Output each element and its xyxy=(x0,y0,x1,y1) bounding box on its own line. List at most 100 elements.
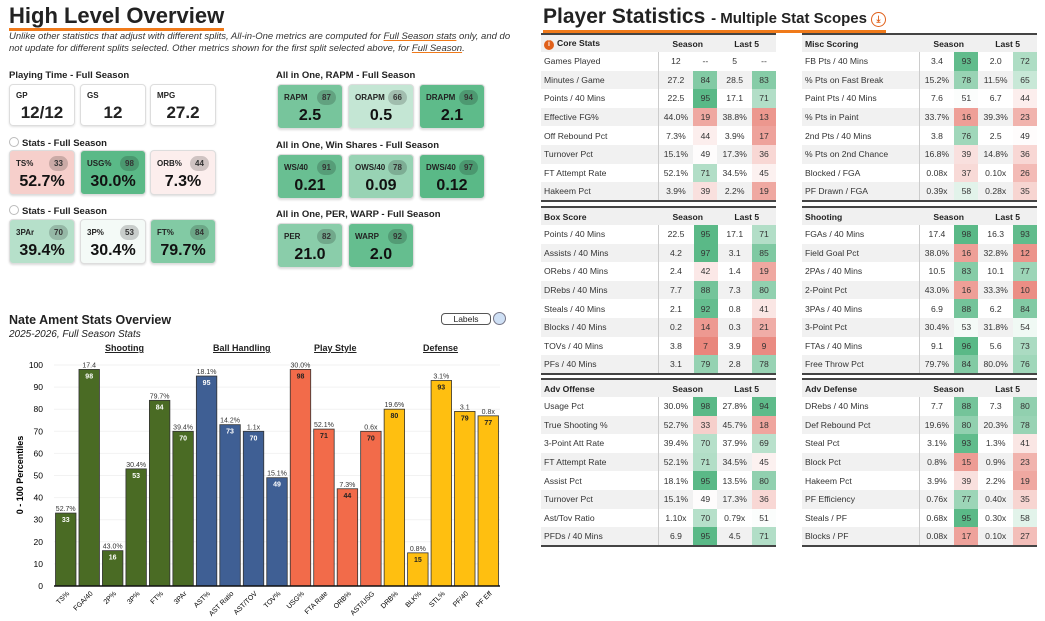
bar[interactable] xyxy=(219,424,241,587)
stat-name: % Pts on Fast Break xyxy=(802,70,920,90)
last5-percentile: 78 xyxy=(752,355,776,374)
col-last5[interactable]: Last 5 xyxy=(978,379,1037,397)
group-defense[interactable]: Defense xyxy=(423,343,459,353)
bar[interactable] xyxy=(195,375,218,587)
stat-group-label: All in One, RAPM - Full Season xyxy=(276,70,415,81)
stat-name: Games Played xyxy=(541,52,659,71)
stat-name: Blocks / 40 Mins xyxy=(541,317,659,337)
radio-button[interactable] xyxy=(9,205,19,215)
bar[interactable] xyxy=(125,468,147,587)
season-value: 2.1 xyxy=(670,303,682,314)
info-icon[interactable]: i xyxy=(544,39,554,50)
last5-value: 27.8% xyxy=(722,401,747,412)
last5-value: 11.5% xyxy=(978,70,1013,90)
last5-percentile: 23 xyxy=(1013,452,1037,472)
stat-card: DWS/40 97 0.12 xyxy=(419,154,485,199)
season-percentile: 16 xyxy=(954,243,979,263)
table-row: FGAs / 40 Mins 17.4 98 16.3 93 xyxy=(802,225,1037,244)
last5-percentile: 41 xyxy=(1013,434,1037,453)
last5-percentile: 71 xyxy=(752,89,776,108)
table-row: Steals / PF 0.68x 95 0.30x 58 xyxy=(802,508,1037,528)
bar[interactable] xyxy=(289,369,312,587)
season-value: 2.4 xyxy=(670,266,682,277)
stat-name: FT Attempt Rate xyxy=(541,163,659,183)
stat-group-label[interactable]: Stats - Full Season xyxy=(9,137,107,149)
table-row: 3-Point Pct 30.4% 53 31.8% 54 xyxy=(802,317,1037,337)
season-value: 52.7% xyxy=(658,415,694,435)
stat-name: TOVs / 40 Mins xyxy=(541,336,659,356)
bar[interactable] xyxy=(360,430,382,587)
card-label: GS xyxy=(87,91,99,100)
table-row: Points / 40 Mins 22.5 95 17.1 71 xyxy=(541,89,776,108)
note-link-full-season[interactable]: Full Season xyxy=(411,43,463,54)
col-last5[interactable]: Last 5 xyxy=(717,34,776,52)
season-percentile: 88 xyxy=(693,280,718,300)
bar[interactable] xyxy=(454,411,476,587)
table-row: Points / 40 Mins 22.5 95 17.1 71 xyxy=(541,225,776,244)
stat-name: Hakeem Pct xyxy=(541,182,659,201)
col-season[interactable]: Season xyxy=(919,379,979,397)
y-tick-label: 40 xyxy=(34,493,44,503)
bar-percentile-label: 84 xyxy=(156,404,164,411)
percentile-badge: 44 xyxy=(190,156,209,171)
bar[interactable] xyxy=(172,430,194,587)
radio-button[interactable] xyxy=(9,137,19,147)
group-ball-handling[interactable]: Ball Handling xyxy=(213,343,271,353)
season-percentile: 92 xyxy=(693,299,718,318)
last5-value: 28.5 xyxy=(717,70,752,90)
stat-card: OWS/40 78 0.09 xyxy=(348,154,414,199)
last5-value: 14.8% xyxy=(978,144,1013,164)
labels-button[interactable]: Labels xyxy=(441,313,491,325)
stat-group-label[interactable]: Stats - Full Season xyxy=(9,205,107,217)
bar[interactable] xyxy=(336,488,359,587)
col-last5[interactable]: Last 5 xyxy=(978,207,1037,225)
group-shooting[interactable]: Shooting xyxy=(105,343,144,353)
percentile-badge: 33 xyxy=(49,156,68,171)
last5-value: 0.30x xyxy=(985,512,1007,523)
group-play-style[interactable]: Play Style xyxy=(314,343,357,353)
col-season[interactable]: Season xyxy=(919,34,979,52)
stat-name: Assists / 40 Mins xyxy=(541,243,659,263)
season-value: 15.1% xyxy=(658,144,694,164)
label-text: All in One, RAPM - Full Season xyxy=(276,70,416,81)
bar[interactable] xyxy=(266,477,288,587)
bar[interactable] xyxy=(383,408,406,587)
col-season[interactable]: Season xyxy=(658,34,718,52)
season-value: 0.2 xyxy=(658,317,694,337)
note-link-full-season-stats[interactable]: Full Season stats xyxy=(383,31,457,42)
bar-percentile-label: 73 xyxy=(226,429,234,436)
col-last5[interactable]: Last 5 xyxy=(717,379,776,397)
col-last5[interactable]: Last 5 xyxy=(717,207,776,225)
stat-name: Points / 40 Mins xyxy=(541,225,659,244)
bar[interactable] xyxy=(242,430,265,587)
season-value: 19.6% xyxy=(919,415,955,435)
card-value: 52.7% xyxy=(19,173,65,190)
season-value: 22.5 xyxy=(667,93,685,104)
last5-value: 7.3 xyxy=(717,280,752,300)
download-icon[interactable]: ⤓ xyxy=(870,12,886,27)
col-season[interactable]: Season xyxy=(658,379,718,397)
bar[interactable] xyxy=(78,369,100,587)
stat-name: PF Efficiency xyxy=(802,489,920,509)
col-season[interactable]: Season xyxy=(658,207,718,225)
x-tick-label: ORB% xyxy=(333,590,353,610)
labels-toggle[interactable] xyxy=(493,312,506,325)
bar[interactable] xyxy=(313,428,335,587)
percentile-badge: 84 xyxy=(190,225,209,240)
y-tick-label: 60 xyxy=(34,448,44,458)
table-row: 2-Point Pct 43.0% 16 33.3% 10 xyxy=(802,280,1037,300)
bar[interactable] xyxy=(430,380,452,587)
percentile-badge: 70 xyxy=(49,225,68,240)
bar[interactable] xyxy=(148,399,171,587)
card-value: 30.4% xyxy=(90,242,136,259)
col-last5[interactable]: Last 5 xyxy=(978,34,1037,52)
x-tick-label: USG% xyxy=(286,590,306,610)
bar-value-label: 3.1% xyxy=(433,373,449,380)
percentile-badge: 82 xyxy=(317,229,336,244)
season-value: 6.9 xyxy=(658,527,694,546)
title-text: Box Score xyxy=(544,211,587,222)
bar[interactable] xyxy=(477,415,499,587)
season-value: 3.4 xyxy=(930,56,943,67)
col-season[interactable]: Season xyxy=(919,207,979,225)
stats-table-core-stats: i Core Stats Season Last 5 Games Played 12 -- 5… xyxy=(541,33,776,202)
